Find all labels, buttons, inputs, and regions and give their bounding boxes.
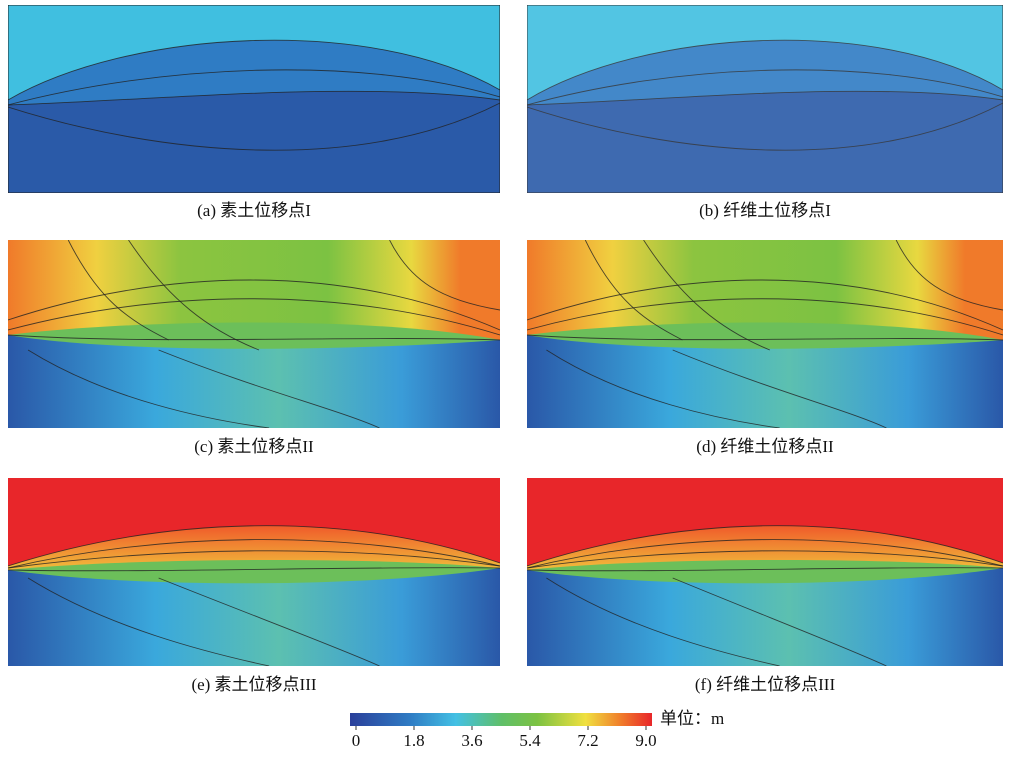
caption: (b) 纤维土位移点I <box>699 201 831 220</box>
contour-panel <box>8 478 500 666</box>
caption: (e) 素土位移点III <box>191 675 316 694</box>
tick-label: 9.0 <box>635 731 656 750</box>
colorbar <box>350 713 652 726</box>
tick-label: 0 <box>352 731 361 750</box>
caption: (c) 素土位移点II <box>194 437 314 456</box>
tick-label: 7.2 <box>577 731 598 750</box>
unit-label: 单位：m <box>660 709 724 728</box>
contour-panel <box>527 478 1003 666</box>
colorbar-ticks: 0 1.8 3.6 5.4 7.2 9.0 <box>352 726 657 750</box>
contour-panel <box>527 240 1003 428</box>
contour-panel <box>8 5 500 193</box>
tick-label: 5.4 <box>519 731 541 750</box>
contour-panel <box>527 5 1003 193</box>
caption: (f) 纤维土位移点III <box>695 675 836 694</box>
contour-panel <box>8 240 500 428</box>
tick-label: 1.8 <box>403 731 424 750</box>
tick-label: 3.6 <box>461 731 482 750</box>
caption: (d) 纤维土位移点II <box>696 437 834 456</box>
caption: (a) 素土位移点I <box>197 201 311 220</box>
